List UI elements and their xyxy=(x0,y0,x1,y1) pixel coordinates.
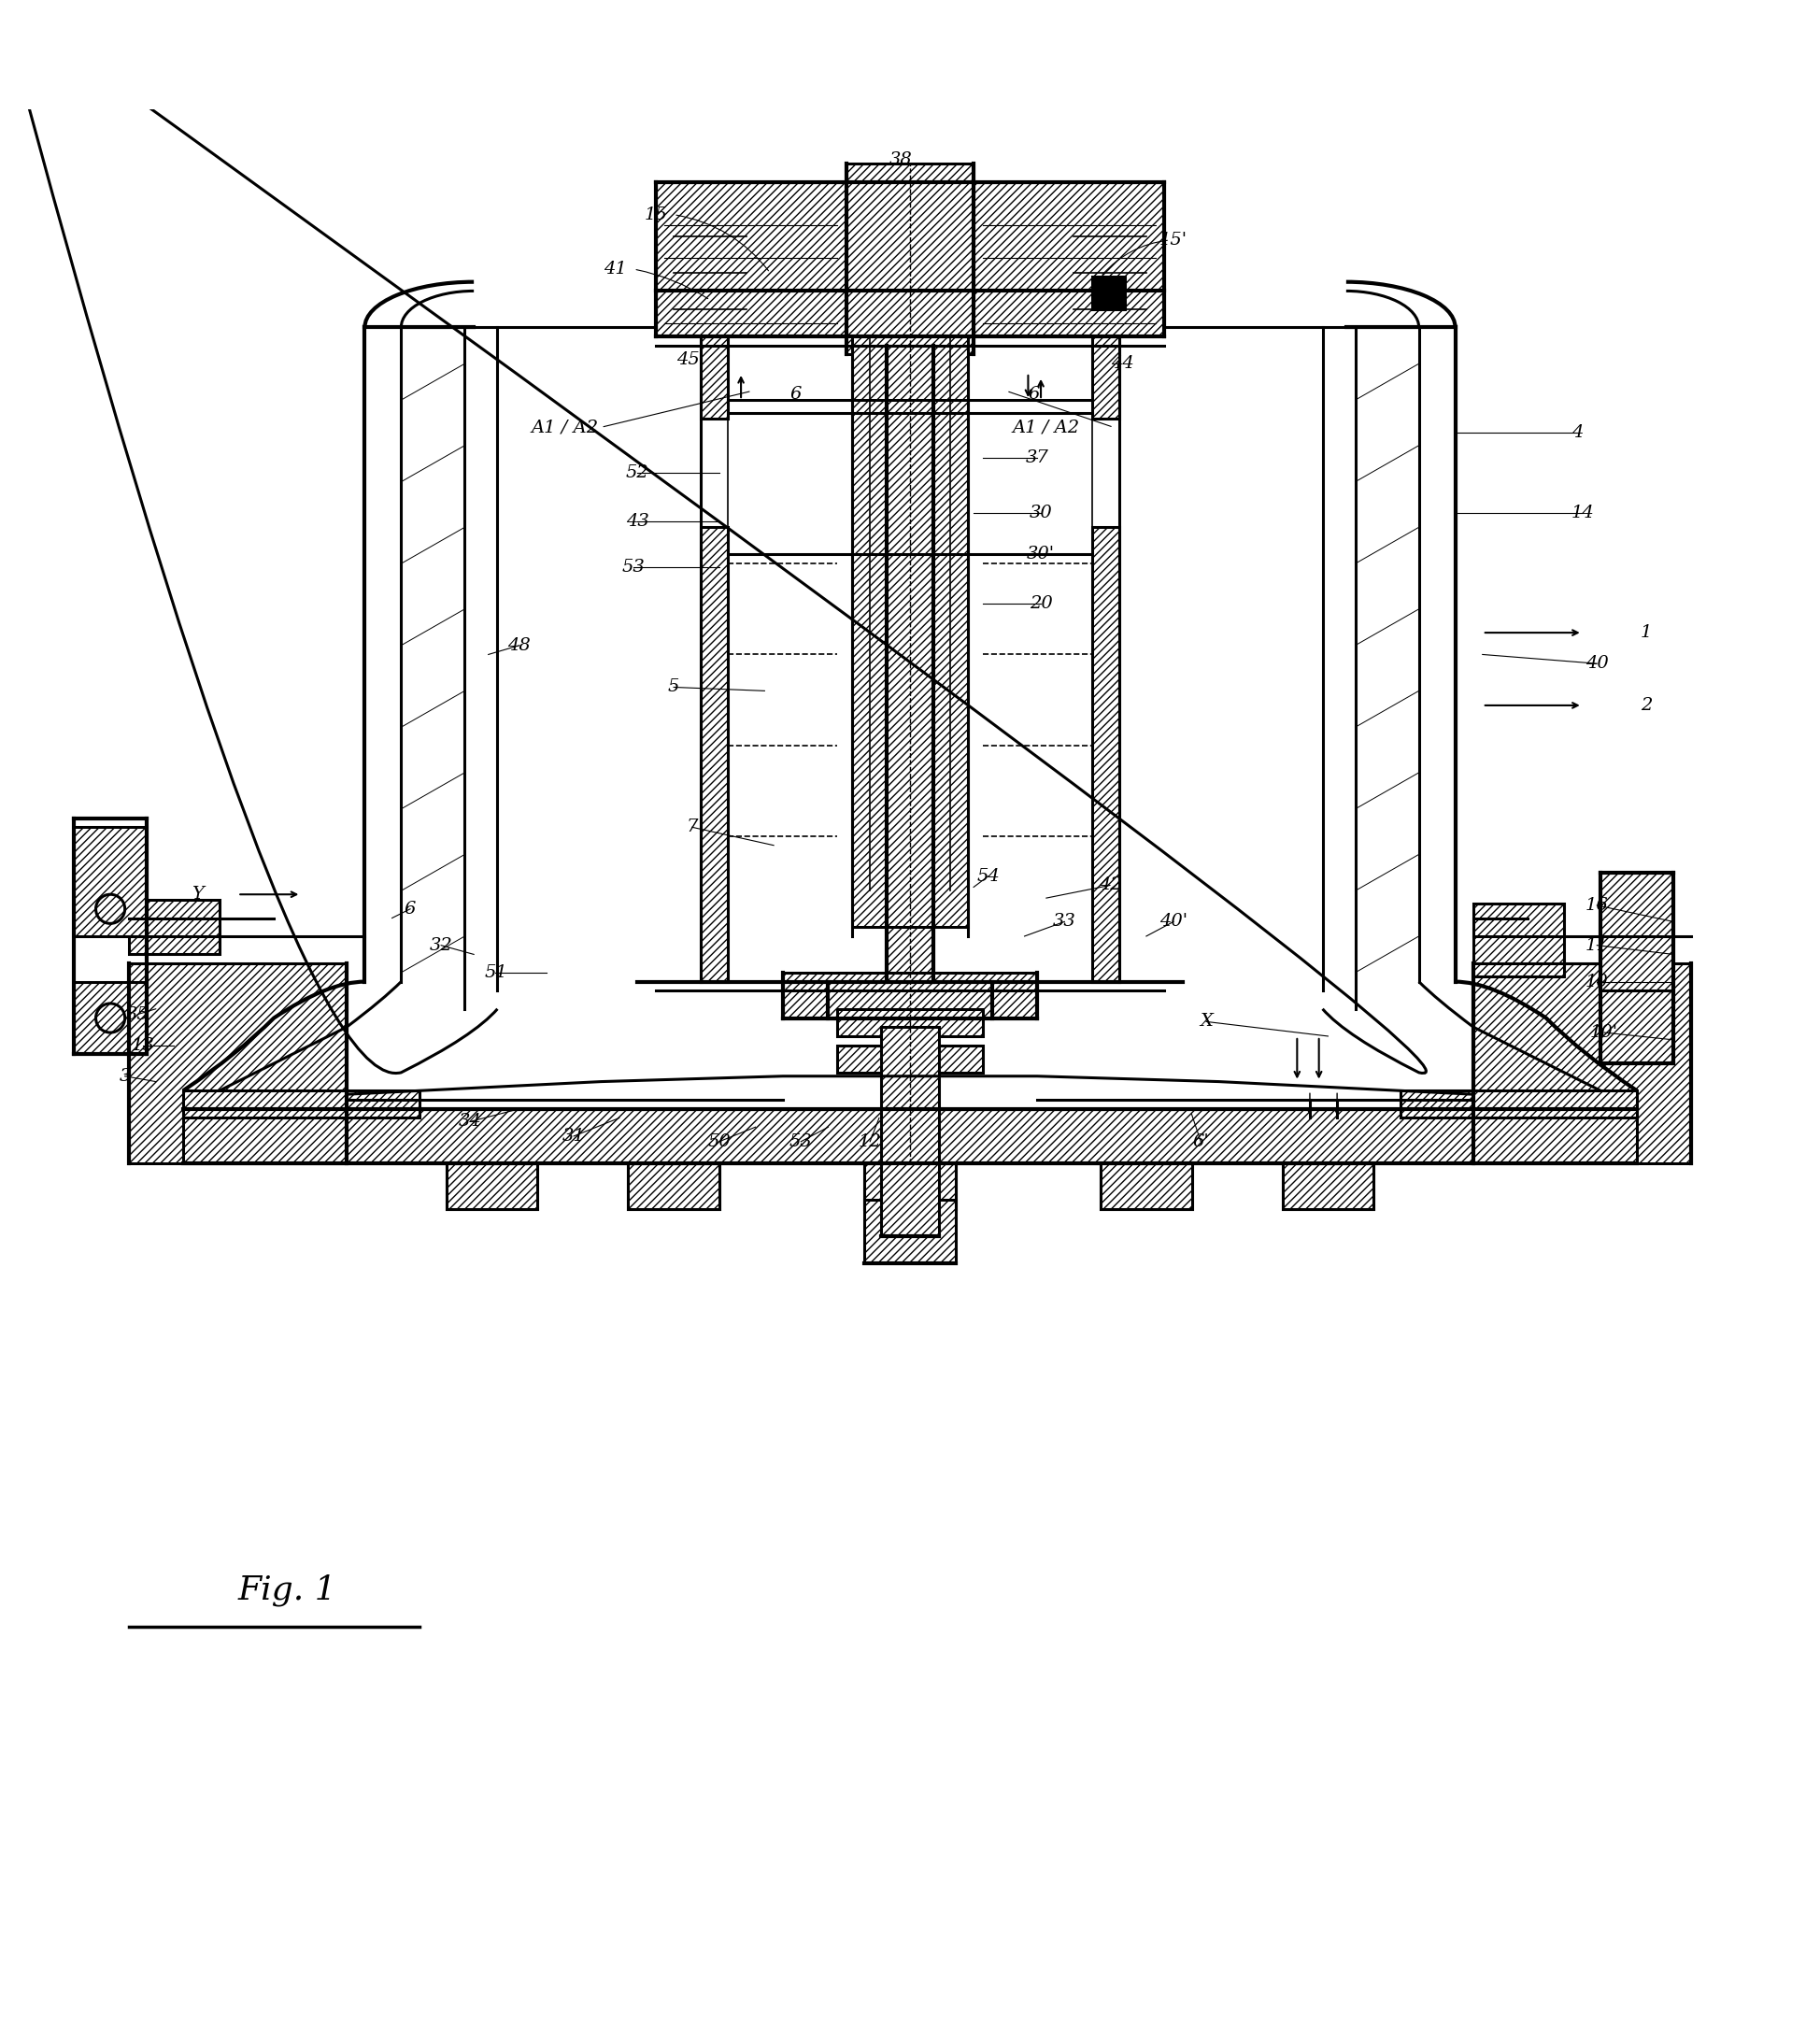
Text: 6': 6' xyxy=(1192,1134,1208,1150)
Bar xyxy=(1101,1163,1192,1209)
Text: 52: 52 xyxy=(626,464,650,480)
Bar xyxy=(783,973,1037,1018)
Text: A1 / A2: A1 / A2 xyxy=(1012,419,1079,436)
Bar xyxy=(886,346,934,981)
Text: 43: 43 xyxy=(626,513,650,529)
Text: A1 / A2: A1 / A2 xyxy=(531,419,599,436)
Bar xyxy=(837,1044,983,1073)
Text: 35: 35 xyxy=(126,1006,149,1022)
Text: 6: 6 xyxy=(790,387,801,403)
Text: 6: 6 xyxy=(404,900,417,918)
Text: 5: 5 xyxy=(668,678,679,696)
Text: 41: 41 xyxy=(604,261,628,277)
Bar xyxy=(1401,1091,1636,1118)
Text: 12: 12 xyxy=(859,1134,881,1150)
Text: 15': 15' xyxy=(1159,232,1188,248)
Bar xyxy=(628,1163,719,1209)
Text: 13: 13 xyxy=(131,1036,155,1055)
Text: 32: 32 xyxy=(430,937,453,953)
Bar xyxy=(1474,963,1691,1163)
Bar xyxy=(446,1163,537,1209)
Bar xyxy=(864,1199,956,1264)
Text: 34: 34 xyxy=(459,1114,482,1130)
Text: 54: 54 xyxy=(977,867,999,884)
Text: Y: Y xyxy=(191,886,204,902)
Text: X: X xyxy=(1199,1014,1212,1030)
Bar xyxy=(701,527,728,981)
Text: 30': 30' xyxy=(1026,546,1056,562)
Text: 15: 15 xyxy=(644,206,668,224)
Bar xyxy=(655,181,1165,336)
Bar xyxy=(628,1163,719,1209)
Text: 20: 20 xyxy=(1030,595,1052,613)
Bar xyxy=(846,163,974,354)
Bar xyxy=(1092,527,1119,981)
Text: 7: 7 xyxy=(686,818,697,835)
Text: 31: 31 xyxy=(562,1128,586,1144)
Text: 2: 2 xyxy=(1640,696,1653,715)
Bar xyxy=(1092,277,1125,309)
Bar xyxy=(1600,992,1673,1063)
Text: 3: 3 xyxy=(118,1067,131,1085)
Bar xyxy=(184,1110,1636,1163)
Bar xyxy=(129,900,220,955)
Text: 40': 40' xyxy=(1159,914,1188,930)
Text: 16: 16 xyxy=(1585,898,1609,914)
Bar xyxy=(701,336,728,417)
Bar xyxy=(446,1163,537,1209)
Text: 11: 11 xyxy=(1585,937,1609,953)
Bar xyxy=(1092,336,1119,417)
Bar xyxy=(129,963,346,1163)
Bar xyxy=(837,1010,983,1036)
Text: 45: 45 xyxy=(677,352,701,369)
Text: 6: 6 xyxy=(1028,387,1039,403)
Text: 33: 33 xyxy=(1054,914,1076,930)
Bar xyxy=(75,981,147,1055)
Text: 53: 53 xyxy=(622,558,646,576)
Bar xyxy=(1600,873,1673,992)
Text: 14: 14 xyxy=(1571,505,1594,521)
Bar xyxy=(864,1163,956,1209)
Text: 51: 51 xyxy=(484,965,508,981)
Bar xyxy=(184,1091,419,1118)
Bar xyxy=(1474,904,1563,975)
Bar xyxy=(1283,1163,1374,1209)
Text: 30: 30 xyxy=(1030,505,1052,521)
Text: 1: 1 xyxy=(1640,625,1653,641)
Text: 53: 53 xyxy=(790,1134,812,1150)
Text: 4: 4 xyxy=(1571,423,1583,442)
Text: 42: 42 xyxy=(1097,878,1121,894)
Bar xyxy=(1283,1163,1374,1209)
Text: 50: 50 xyxy=(708,1134,732,1150)
Text: 37: 37 xyxy=(1026,450,1048,466)
Bar xyxy=(864,1163,956,1209)
Text: 40: 40 xyxy=(1585,656,1609,672)
Bar xyxy=(852,346,968,926)
Text: 38: 38 xyxy=(890,153,912,169)
Text: 44: 44 xyxy=(1110,354,1134,373)
Bar xyxy=(75,827,147,937)
Text: 10': 10' xyxy=(1591,1024,1618,1040)
Text: Fig. 1: Fig. 1 xyxy=(238,1574,337,1606)
Bar xyxy=(1101,1163,1192,1209)
Text: 48: 48 xyxy=(508,637,531,654)
Bar xyxy=(881,1026,939,1236)
Text: 10: 10 xyxy=(1585,973,1609,989)
